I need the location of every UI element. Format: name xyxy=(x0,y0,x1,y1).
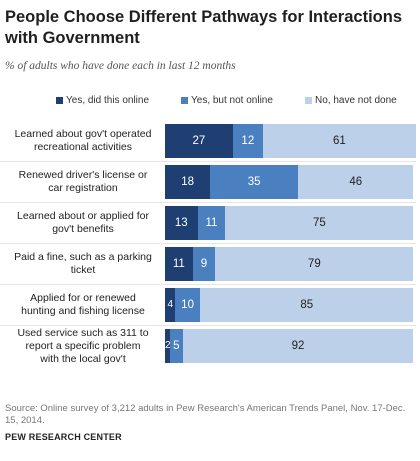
row-label-line: with the local gov't xyxy=(40,352,126,365)
row-divider xyxy=(0,284,416,285)
row-label-line: gov't benefits xyxy=(52,223,114,235)
data-label-not-done: 85 xyxy=(300,299,314,311)
row-label-line: hunting and fishing license xyxy=(21,305,145,317)
organization-credit: PEW RESEARCH CENTER xyxy=(5,432,122,442)
legend-swatch-not-done xyxy=(305,97,312,104)
row-label: Paid a fine, such as a parking ticket xyxy=(4,251,162,277)
bar-segment-online xyxy=(165,247,193,281)
data-label-not-online: 9 xyxy=(200,258,208,270)
bar-segment-not-online xyxy=(192,247,216,281)
row-divider xyxy=(0,243,416,244)
bar-segment-online xyxy=(165,206,198,240)
bar-segment-online xyxy=(165,288,176,322)
source-note: Source: Online survey of 3,212 adults in… xyxy=(5,403,406,426)
data-label-online: 27 xyxy=(192,135,206,147)
data-label-not-online: 35 xyxy=(247,176,261,188)
row-label-line: car registration xyxy=(48,182,118,194)
row-label-line: recreational activities xyxy=(33,141,133,153)
bar-segment-not-online xyxy=(210,165,299,199)
data-label-not-done: 92 xyxy=(291,340,305,352)
legend-item-not-online: Yes, but not online xyxy=(181,95,273,106)
data-label-not-online: 5 xyxy=(173,340,180,352)
data-label-not-online: 12 xyxy=(241,135,255,147)
bar-segment-not-online xyxy=(232,124,263,158)
row-label: Learned about gov't operated recreational… xyxy=(4,128,162,154)
row-divider xyxy=(0,161,416,162)
data-label-not-online: 10 xyxy=(181,299,194,311)
data-label-online: 13 xyxy=(174,217,188,229)
row-label-line: Applied for or renewed xyxy=(30,292,136,304)
row-label: Learned about or applied for gov't benefi… xyxy=(4,210,162,236)
row-label-line: Learned about gov't operated xyxy=(14,128,152,140)
legend-label-not-done: No, have not done xyxy=(315,95,397,106)
row-divider xyxy=(0,325,416,326)
data-label-online: 18 xyxy=(181,176,194,188)
chart-subtitle: % of adults who have done each in last 1… xyxy=(5,60,236,72)
legend-swatch-not-online xyxy=(181,97,188,104)
bar-segment-not-done xyxy=(225,206,414,240)
chart-title: People Choose Different Pathways for Int… xyxy=(5,8,402,47)
bar-segment-not-online xyxy=(170,329,183,363)
bar-segment-not-done xyxy=(298,165,414,199)
legend-item-not-done: No, have not done xyxy=(305,95,397,106)
data-label-not-done: 79 xyxy=(307,258,321,270)
bar-segment-not-done xyxy=(200,288,414,322)
legend-item-online: Yes, did this online xyxy=(56,95,149,106)
bar-segment-not-online xyxy=(175,288,201,322)
row-label-line: Used service such as 311 to xyxy=(17,326,149,339)
row-divider xyxy=(0,202,416,203)
data-label-not-done: 61 xyxy=(333,135,346,147)
bar-segment-online xyxy=(165,124,233,158)
bar-segment-not-done xyxy=(262,124,416,158)
data-label-online: 2 xyxy=(164,340,171,351)
row-label: Applied for or renewed hunting and fishin… xyxy=(4,292,162,318)
bar-segment-not-done xyxy=(182,329,414,363)
row-label-line: report a specific problem xyxy=(25,339,141,352)
data-label-not-done: 46 xyxy=(349,176,363,188)
legend-label-not-online: Yes, but not online xyxy=(191,95,273,106)
row-label-line: Renewed driver's license or xyxy=(18,169,148,181)
row-label-line: Paid a fine, such as a parking xyxy=(14,251,152,263)
row-label-line: Learned about or applied for xyxy=(17,210,149,222)
data-label-online: 11 xyxy=(172,258,185,270)
legend: Yes, did this online Yes, but not online… xyxy=(0,95,420,109)
legend-label-online: Yes, did this online xyxy=(66,95,150,106)
stacked-bar-chart: Learned about gov't operated recreational… xyxy=(0,118,420,368)
bar-segment-online xyxy=(165,165,211,199)
bar-segment-not-online xyxy=(197,206,226,240)
row-label: Renewed driver's license or car registrat… xyxy=(4,169,162,195)
row-label: Used service such as 311 to report a spec… xyxy=(4,327,162,366)
row-label-line: ticket xyxy=(70,264,96,276)
data-label-not-done: 75 xyxy=(312,217,326,229)
data-label-online: 4 xyxy=(167,299,173,310)
data-label-not-online: 11 xyxy=(205,217,218,229)
bar-segment-online xyxy=(165,329,171,363)
legend-swatch-online xyxy=(56,97,63,104)
bar-segment-not-done xyxy=(215,247,414,281)
